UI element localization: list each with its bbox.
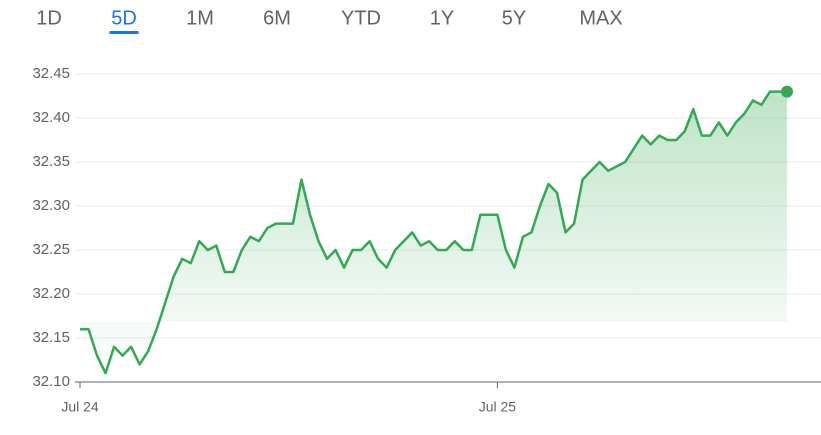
range-tab[interactable]: YTD — [341, 7, 381, 29]
range-tab[interactable]: 6M — [263, 7, 291, 29]
y-tick-label: 32.15 — [32, 329, 70, 346]
y-tick-label: 32.40 — [32, 109, 70, 126]
y-tick-label: 32.45 — [32, 65, 70, 82]
y-tick-label: 32.35 — [32, 153, 70, 170]
last-point — [781, 85, 793, 98]
x-tick-label: Jul 25 — [479, 399, 517, 415]
range-tab[interactable]: 1Y — [430, 7, 454, 29]
plot: 32.10 32.15 32.20 32.25 32.30 32.35 32.40 32.45… — [32, 65, 821, 415]
price-line — [80, 90, 787, 375]
y-tick-label: 32.30 — [32, 197, 70, 214]
selected-tab-underline — [109, 31, 139, 34]
range-tab[interactable]: 1D — [36, 7, 62, 29]
range-tab[interactable]: 5D — [111, 7, 137, 29]
x-tick-label: Jul 24 — [61, 399, 99, 415]
range-tab[interactable]: MAX — [579, 7, 622, 29]
area — [80, 91, 787, 374]
range-tabs: 1D 5D 1M 6M YTD 1Y 5Y MAX — [36, 7, 623, 34]
range-tab[interactable]: 5Y — [502, 7, 526, 29]
y-tick-label: 32.25 — [32, 241, 70, 258]
y-tick-label: 32.20 — [32, 285, 70, 302]
y-tick-label: 32.10 — [32, 373, 70, 390]
range-tab[interactable]: 1M — [186, 7, 214, 29]
